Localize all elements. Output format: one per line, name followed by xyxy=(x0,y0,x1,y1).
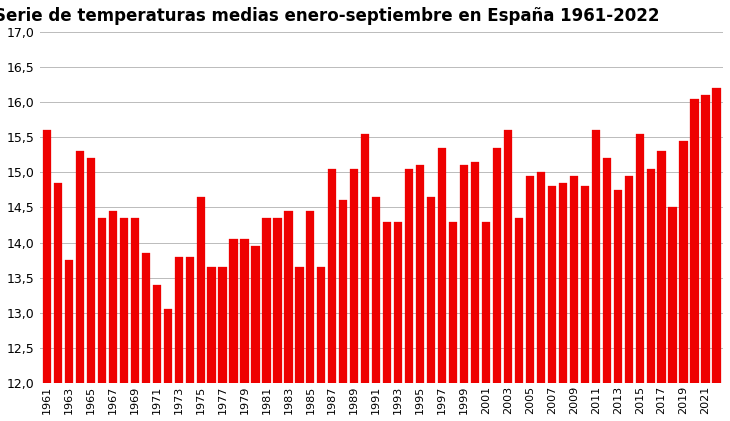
Bar xyxy=(185,256,193,383)
Bar xyxy=(712,88,721,383)
Bar xyxy=(504,130,512,383)
Bar xyxy=(416,165,424,383)
Bar xyxy=(273,218,282,383)
Bar xyxy=(548,187,556,383)
Bar xyxy=(339,200,347,383)
Bar xyxy=(482,221,490,383)
Bar xyxy=(43,130,51,383)
Bar xyxy=(602,158,611,383)
Bar xyxy=(218,267,227,383)
Bar xyxy=(658,151,666,383)
Bar xyxy=(515,218,523,383)
Bar xyxy=(636,134,644,383)
Bar xyxy=(54,183,62,383)
Bar xyxy=(372,197,380,383)
Bar xyxy=(427,197,435,383)
Bar xyxy=(691,99,699,383)
Bar xyxy=(361,134,369,383)
Bar xyxy=(251,246,260,383)
Bar xyxy=(383,221,391,383)
Bar xyxy=(109,211,117,383)
Bar xyxy=(449,221,457,383)
Title: Serie de temperaturas medias enero-septiembre en España 1961-2022: Serie de temperaturas medias enero-septi… xyxy=(0,7,660,25)
Bar xyxy=(647,169,655,383)
Bar xyxy=(471,162,479,383)
Bar xyxy=(350,169,358,383)
Bar xyxy=(614,190,622,383)
Bar xyxy=(120,218,128,383)
Bar xyxy=(153,285,161,383)
Bar xyxy=(174,256,182,383)
Bar xyxy=(405,169,413,383)
Bar xyxy=(131,218,139,383)
Bar xyxy=(558,183,567,383)
Bar xyxy=(537,172,545,383)
Bar xyxy=(328,169,337,383)
Bar xyxy=(65,260,73,383)
Bar xyxy=(164,309,172,383)
Bar xyxy=(569,176,578,383)
Bar xyxy=(318,267,326,383)
Bar xyxy=(680,141,688,383)
Bar xyxy=(625,176,633,383)
Bar xyxy=(669,208,677,383)
Bar xyxy=(460,165,468,383)
Bar xyxy=(526,176,534,383)
Bar xyxy=(142,253,150,383)
Bar xyxy=(394,221,402,383)
Bar xyxy=(284,211,293,383)
Bar xyxy=(98,218,106,383)
Bar xyxy=(493,148,501,383)
Bar xyxy=(591,130,600,383)
Bar xyxy=(240,239,249,383)
Bar xyxy=(229,239,238,383)
Bar xyxy=(196,197,204,383)
Bar xyxy=(262,218,271,383)
Bar xyxy=(702,95,710,383)
Bar xyxy=(87,158,95,383)
Bar xyxy=(295,267,304,383)
Bar xyxy=(438,148,446,383)
Bar xyxy=(207,267,215,383)
Bar xyxy=(76,151,84,383)
Bar xyxy=(580,187,589,383)
Bar xyxy=(307,211,315,383)
